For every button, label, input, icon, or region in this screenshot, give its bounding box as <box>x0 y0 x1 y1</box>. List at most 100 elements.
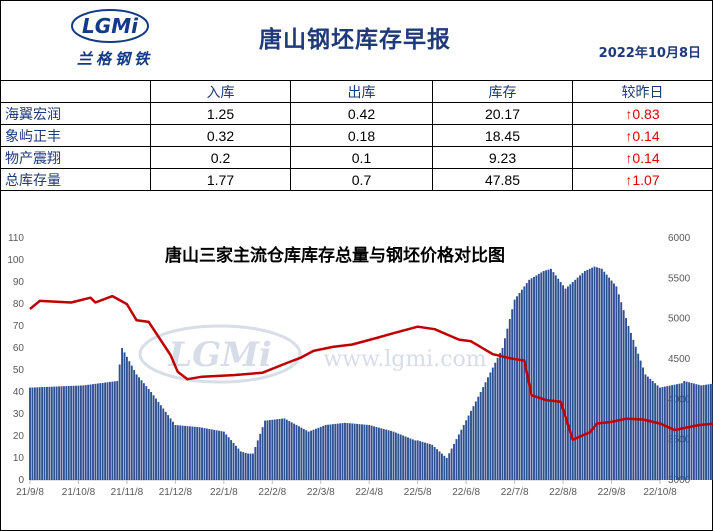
stock-bar <box>79 385 82 480</box>
outbound-value: 0.18 <box>290 124 433 147</box>
logo-subtitle: 兰格钢铁 <box>76 50 153 68</box>
stock-bar <box>702 385 705 480</box>
stock-bar <box>673 384 676 480</box>
x-axis-tick-label: 21/9/8 <box>16 487 44 498</box>
stock-bar <box>482 387 485 480</box>
inbound-value: 0.32 <box>150 124 291 147</box>
stock-bar <box>443 455 446 480</box>
stock-bar <box>576 277 579 480</box>
stock-bar <box>474 401 477 480</box>
stock-bar <box>387 430 390 480</box>
stock-bar <box>535 275 538 480</box>
stock-bar <box>225 434 228 480</box>
warehouse-name: 物产震翔 <box>0 146 151 169</box>
left-axis-tick-label: 110 <box>8 233 24 244</box>
warehouse-name: 海翼宏润 <box>0 102 151 125</box>
stock-bar <box>450 448 453 480</box>
stock-bar <box>273 419 276 480</box>
stock-bar <box>397 433 400 480</box>
stock-bar <box>55 386 58 480</box>
stock-bar <box>290 422 293 480</box>
stock-bar <box>145 386 148 480</box>
left-axis-tick-label: 70 <box>13 321 25 332</box>
stock-bar <box>67 386 70 480</box>
stock-bar <box>419 441 422 480</box>
stock-bar <box>322 425 325 480</box>
stock-bar <box>135 374 138 480</box>
stock-bar <box>550 268 552 480</box>
stock-bar <box>176 425 179 480</box>
stock-bar <box>622 310 625 480</box>
stock-bar <box>121 348 124 480</box>
stock-bar <box>656 385 659 480</box>
stock-bar <box>283 418 286 480</box>
left-axis-tick-label: 20 <box>13 431 25 442</box>
stock-bar <box>465 420 468 480</box>
stock-bar <box>242 452 245 480</box>
watermark: LGMi www.lgmi.com <box>138 324 487 384</box>
stock-bar <box>440 453 443 480</box>
stock-bar <box>336 423 339 480</box>
table-row: 总库存量 1.77 0.7 47.85 ↑1.07 <box>0 168 713 191</box>
stock-bar <box>268 420 271 480</box>
stock-bar <box>261 427 264 480</box>
change-value: ↑0.14 <box>572 124 713 147</box>
stock-bar <box>663 386 666 480</box>
change-value: ↑0.14 <box>572 146 713 169</box>
stock-bar <box>373 426 376 480</box>
lgmi-logo-icon: LGMi <box>71 9 149 43</box>
stock-bar <box>48 386 51 480</box>
stock-bar <box>218 430 220 480</box>
stock-bar <box>305 430 308 480</box>
stock-bar <box>562 285 565 480</box>
stock-bar <box>709 383 712 480</box>
column-header-stock: 库存 <box>432 80 573 103</box>
stock-bar <box>31 387 34 480</box>
warehouse-name: 象屿正丰 <box>0 124 151 147</box>
stock-bar <box>125 356 128 480</box>
left-axis-tick-label: 0 <box>18 475 24 486</box>
stock-bar <box>540 272 543 480</box>
stock-bar <box>179 425 182 480</box>
stock-bar <box>111 381 114 480</box>
stock-value: 9.23 <box>432 146 573 169</box>
stock-bar <box>329 424 332 480</box>
stock-bar <box>506 328 509 480</box>
stock-bar <box>533 276 535 480</box>
stock-bar <box>545 270 548 480</box>
stock-bar <box>448 453 451 480</box>
stock-bar <box>155 398 157 480</box>
stock-bar <box>491 367 494 480</box>
report-date: 2022年10月8日 <box>598 46 701 61</box>
stock-bar <box>499 352 502 480</box>
stock-bar <box>571 282 574 480</box>
stock-bar <box>172 421 174 480</box>
page-title: 唐山钢坯库存早报 <box>259 27 451 53</box>
stock-bar <box>96 383 99 480</box>
right-axis-tick-label: 5500 <box>668 273 691 284</box>
stock-bar <box>327 424 329 480</box>
stock-bar <box>414 440 417 480</box>
stock-bar <box>431 444 434 480</box>
stock-bar <box>150 392 153 480</box>
stock-bar <box>479 392 482 480</box>
stock-bar <box>213 429 216 480</box>
stock-bar <box>588 268 591 480</box>
stock-bar <box>438 451 441 480</box>
stock-bar <box>496 357 499 480</box>
stock-bar <box>43 387 46 480</box>
stock-bar <box>603 271 606 480</box>
stock-bar <box>411 439 414 480</box>
stock-bar <box>89 384 92 480</box>
stock-bar <box>77 385 80 480</box>
stock-bar <box>559 282 562 480</box>
stock-bar <box>147 389 150 480</box>
stock-bar <box>41 387 44 480</box>
stock-bar <box>351 423 354 480</box>
stock-bar <box>513 299 516 480</box>
stock-bar <box>191 426 194 480</box>
stock-bar <box>460 429 463 480</box>
stock-bar <box>53 386 56 480</box>
price-line-path <box>29 294 713 441</box>
stock-bar <box>254 447 257 480</box>
